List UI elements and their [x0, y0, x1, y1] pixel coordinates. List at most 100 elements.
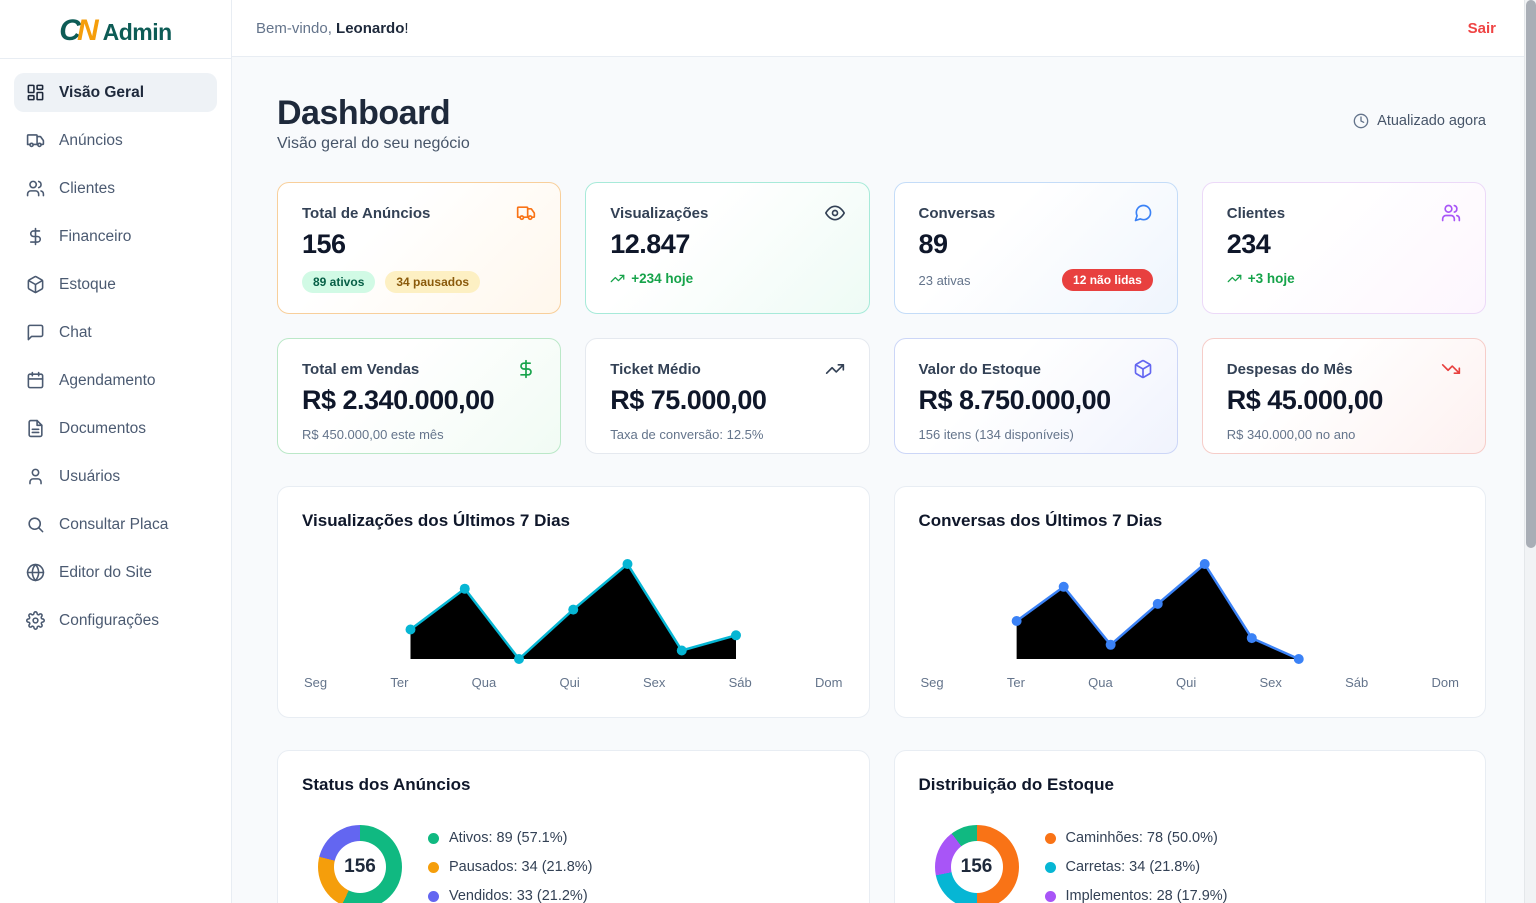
- stat-card-valor-do-estoque: Valor do Estoque R$ 8.750.000,00 156 itens…: [893, 338, 1178, 454]
- sidebar-item-documentos[interactable]: Documentos: [14, 409, 217, 448]
- donuts-row: Status dos Anúncios 156 Ativos: 89 (57.1…: [277, 750, 1486, 903]
- conversations-area-chart: [919, 541, 1462, 669]
- trending-down-icon: [1441, 359, 1461, 379]
- stat-card-title: Visualizações: [610, 204, 709, 222]
- x-axis-tick-label: Sex: [1259, 675, 1282, 690]
- last-updated: Atualizado agora: [1353, 113, 1486, 129]
- sidebar: CN Admin Visão Geral Anúncios Clientes Fina…: [0, 0, 232, 903]
- stat-card-clientes: Clientes 234 +3 hoje: [1201, 182, 1486, 314]
- stat-card-total-de-anuncios: Total de Anúncios 156 89 ativos 34 pausados: [277, 182, 562, 314]
- user-icon: [26, 467, 45, 486]
- ads-status-title: Status dos Anúncios: [302, 775, 471, 794]
- stat-card-value: R$ 75.000,00: [610, 385, 767, 415]
- package-icon: [26, 275, 45, 294]
- stat-card-value: 156: [302, 229, 346, 259]
- stat-card-value: R$ 8.750.000,00: [918, 385, 1112, 415]
- legend-color-dot: [1044, 890, 1056, 902]
- stat-card-subtext: Taxa de conversão: 12.5%: [610, 427, 764, 442]
- search-icon: [26, 515, 45, 534]
- welcome-suffix: !: [404, 19, 409, 37]
- calendar-icon: [26, 371, 45, 390]
- page-scrollbar-thumb[interactable]: [1526, 0, 1536, 548]
- chat-icon: [26, 323, 45, 342]
- legend-item: Pausados: 34 (21.8%): [428, 859, 592, 875]
- welcome-prefix: Bem-vindo,: [256, 19, 332, 37]
- clock-icon: [1353, 113, 1369, 129]
- area-chart-svg: [1011, 559, 1304, 664]
- trending-up-icon: [1227, 271, 1242, 286]
- legend-item: Carretas: 34 (21.8%): [1044, 859, 1228, 875]
- sidebar-item-label: Chat: [59, 323, 92, 341]
- legend-label: Carretas: 34 (21.8%): [1065, 859, 1201, 875]
- stat-card-title: Total em Vendas: [302, 360, 420, 378]
- users-icon: [26, 179, 45, 198]
- legend-color-dot: [428, 861, 439, 873]
- stat-card-value: 12.847: [610, 229, 690, 259]
- stat-badge: 89 ativos: [302, 271, 376, 293]
- stat-card-title: Clientes: [1226, 204, 1286, 222]
- stat-card-value: 234: [1226, 229, 1271, 259]
- ads-status-donut-total: 156: [334, 841, 386, 893]
- stat-card-value: 89: [918, 229, 949, 259]
- views-chart-x-axis: Seg Ter Qua Qui Sex Sáb Dom: [302, 669, 845, 690]
- legend-item: Vendidos: 33 (21.2%): [428, 888, 592, 903]
- users-icon: [1441, 203, 1461, 223]
- conversations-chart-title: Conversas dos Últimos 7 Dias: [918, 511, 1163, 530]
- stat-card-footer: 23 ativas 12 não lidas: [919, 269, 1153, 291]
- sidebar-item-consultar-placa[interactable]: Consultar Placa: [14, 505, 217, 544]
- x-axis-tick-label: Sáb: [1345, 675, 1369, 690]
- page-header: Dashboard Visão geral do seu negócio Atu…: [277, 93, 1486, 153]
- legend-item: Ativos: 89 (57.1%): [428, 830, 592, 846]
- sidebar-item-label: Editor do Site: [59, 563, 153, 581]
- sidebar-item-estoque[interactable]: Estoque: [14, 265, 217, 304]
- stat-cards-row-2: Total em Vendas R$ 2.340.000,00 R$ 450.000…: [277, 338, 1486, 454]
- x-axis-tick-label: Dom: [1431, 675, 1459, 690]
- stock-distribution-card: Distribuição do Estoque 156 Caminhões: 7…: [893, 750, 1486, 903]
- stat-card-value: R$ 45.000,00: [1226, 385, 1384, 415]
- stat-card-visualizacoes: Visualizações 12.847 +234 hoje: [585, 182, 870, 314]
- x-axis-tick-label: Qua: [471, 675, 497, 690]
- legend-label: Vendidos: 33 (21.2%): [449, 888, 588, 903]
- sidebar-item-label: Estoque: [59, 275, 116, 293]
- sidebar-item-clientes[interactable]: Clientes: [14, 169, 217, 208]
- dashboard-icon: [26, 83, 45, 102]
- sidebar-item-usuarios[interactable]: Usuários: [14, 457, 217, 496]
- x-axis-tick-label: Ter: [390, 675, 409, 690]
- brand-name: Admin: [102, 19, 173, 45]
- legend-label: Ativos: 89 (57.1%): [449, 830, 568, 846]
- page-subtitle: Visão geral do seu negócio: [277, 135, 470, 152]
- stat-card-title: Valor do Estoque: [918, 360, 1042, 378]
- sidebar-item-configuracoes[interactable]: Configurações: [14, 601, 217, 640]
- x-axis-tick-label: Dom: [814, 675, 843, 690]
- sidebar-item-editor-do-site[interactable]: Editor do Site: [14, 553, 217, 592]
- ads-status-card: Status dos Anúncios 156 Ativos: 89 (57.1…: [277, 750, 870, 903]
- area-chart-svg: [405, 559, 741, 664]
- legend-color-dot: [428, 832, 439, 844]
- x-axis-tick-label: Ter: [1006, 675, 1025, 690]
- legend-label: Implementos: 28 (17.9%): [1065, 888, 1228, 903]
- sidebar-item-anuncios[interactable]: Anúncios: [14, 121, 217, 160]
- sidebar-item-visao-geral[interactable]: Visão Geral: [14, 73, 217, 112]
- stock-distribution-legend: Caminhões: 78 (50.0%) Carretas: 34 (21.8%…: [1044, 830, 1228, 903]
- stat-card-subtext: R$ 450.000,00 este mês: [302, 427, 444, 442]
- sidebar-item-label: Visão Geral: [59, 83, 145, 101]
- stat-card-subtext: 156 itens (134 disponíveis): [918, 427, 1074, 442]
- stat-card-title: Despesas do Mês: [1226, 360, 1353, 378]
- logout-link[interactable]: Sair: [1467, 19, 1496, 37]
- unread-badge: 12 não lidas: [1062, 269, 1153, 291]
- page-title: Dashboard: [277, 94, 451, 132]
- charts-row: Visualizações dos Últimos 7 Dias Seg Ter Q…: [277, 486, 1486, 718]
- sidebar-item-financeiro[interactable]: Financeiro: [14, 217, 217, 256]
- sidebar-item-agendamento[interactable]: Agendamento: [14, 361, 217, 400]
- gear-icon: [26, 611, 45, 630]
- sidebar-item-chat[interactable]: Chat: [14, 313, 217, 352]
- stat-badge: 34 pausados: [385, 271, 481, 293]
- stat-card-title: Total de Anúncios: [302, 204, 431, 222]
- legend-item: Caminhões: 78 (50.0%): [1044, 830, 1228, 846]
- dollar-icon: [516, 359, 536, 379]
- welcome-user-name: Leonardo: [336, 19, 405, 37]
- truck-icon: [516, 203, 536, 223]
- chat-bubble-icon: [1133, 203, 1153, 223]
- stock-distribution-title: Distribuição do Estoque: [918, 775, 1115, 794]
